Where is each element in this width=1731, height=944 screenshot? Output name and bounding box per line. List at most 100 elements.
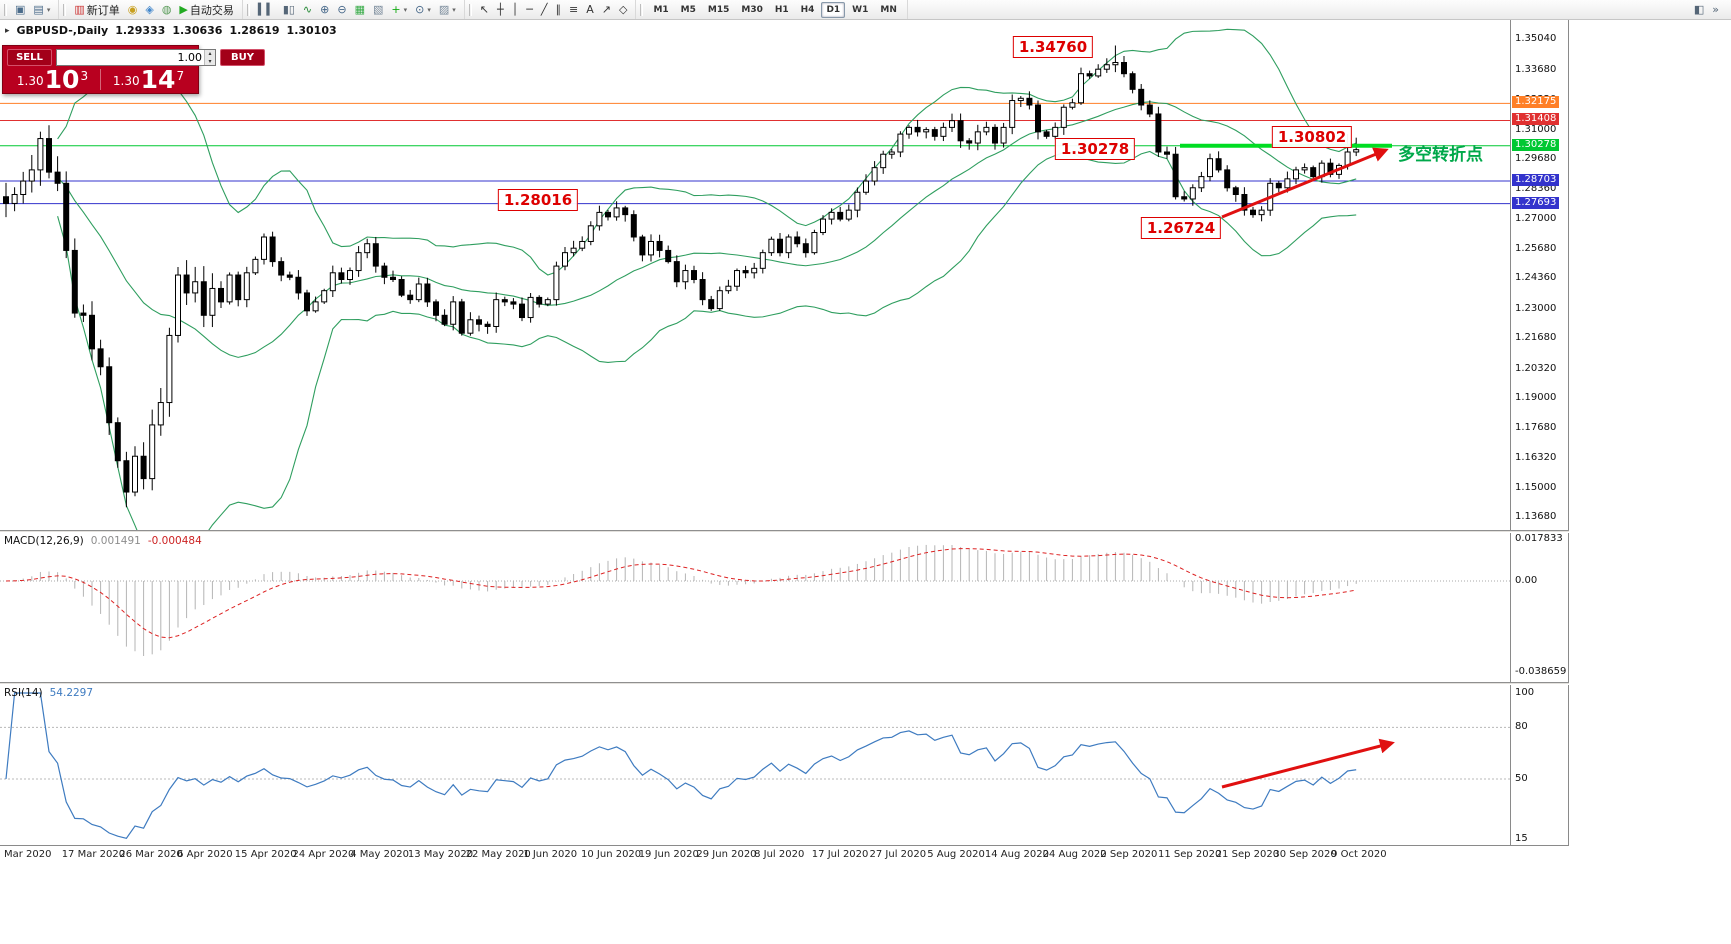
ohlc-low: 1.28619 — [229, 24, 280, 37]
horizontal-line-button[interactable]: ─ — [522, 2, 537, 18]
templates-button[interactable]: ▨ ▾ — [435, 2, 460, 18]
navigator-button[interactable]: ◍ — [158, 2, 176, 18]
tile-windows-icon: ▦ — [354, 3, 365, 16]
toolbar-more-button[interactable]: » — [1708, 2, 1723, 18]
sell-button[interactable]: SELL — [7, 49, 52, 66]
volume-increase-button[interactable]: ▴ — [204, 50, 215, 58]
data-window-button[interactable]: ◈ — [141, 2, 157, 18]
date-axis-label: Mar 2020 — [4, 849, 52, 860]
buy-price: 1.30 14 7 — [112, 65, 185, 94]
timeframe-button-mn[interactable]: MN — [880, 4, 897, 15]
price-scale-label: 1.35040 — [1515, 33, 1557, 45]
bar-chart-mode-button[interactable]: ▍▍ — [254, 2, 279, 18]
timeframe-button-m1[interactable]: M1 — [653, 4, 669, 15]
price-scale-label: 1.27000 — [1515, 213, 1557, 225]
toolbar-group-timeframes: M1 M5 M15 M30 H1 H4 D1 W1 MN — [636, 0, 908, 19]
new-chart-button[interactable]: ▣ — [11, 2, 29, 18]
date-axis-label: 17 Mar 2020 — [61, 849, 126, 860]
chart-objects-layer: 1.34760 1.30278 1.30802 1.28016 1.26724 多空转折点 — [0, 20, 1510, 530]
rsi-scale-label: 100 — [1515, 687, 1535, 698]
date-axis-label: 26 Mar 2020 — [119, 849, 183, 860]
volume-field: ▴ ▾ — [56, 49, 216, 66]
timeframe-button-h4[interactable]: H4 — [800, 4, 815, 15]
horizontal-line-icon: ─ — [526, 3, 533, 16]
buy-button[interactable]: BUY — [220, 49, 265, 66]
price-callout[interactable]: 1.34760 — [1012, 36, 1094, 58]
auto-trading-button[interactable]: ▶ 自动交易 — [175, 2, 237, 18]
rsi-indicator-panel[interactable] — [0, 685, 1510, 845]
vertical-line-button[interactable]: │ — [508, 2, 523, 18]
chart-profiles-icon: ▤ — [33, 3, 44, 16]
chart-profiles-button[interactable]: ▤ ▾ — [29, 2, 54, 18]
toolbar-grip — [468, 3, 472, 16]
macd-indicator-panel[interactable] — [0, 533, 1510, 682]
price-callout[interactable]: 1.26724 — [1140, 217, 1222, 239]
rsi-scale-label: 15 — [1515, 833, 1528, 845]
price-chart[interactable] — [0, 20, 1510, 530]
text-label-button[interactable]: A — [582, 2, 598, 18]
date-axis-label: 11 Sep 2020 — [1158, 849, 1222, 860]
panel-separator[interactable] — [0, 530, 1569, 533]
price-tag: 1.28703 — [1512, 174, 1560, 186]
date-axis-label: 9 Oct 2020 — [1331, 849, 1387, 860]
timeframe-button-d1[interactable]: D1 — [821, 1, 846, 18]
text-annotation[interactable]: 多空转折点 — [1398, 145, 1483, 165]
volume-input[interactable] — [57, 50, 204, 65]
price-scale-label: 1.24360 — [1515, 272, 1557, 284]
toolbar-group-trade: ▥ 新订单 ◉ ◈ ◍ ▶ 自动交易 — [59, 0, 243, 19]
symbol-marker-icon: ▸ — [5, 25, 10, 36]
price-callout[interactable]: 1.30802 — [1271, 126, 1353, 148]
ohlc-close: 1.30103 — [286, 24, 337, 37]
price-scale-label: 1.19000 — [1515, 392, 1557, 404]
trade-panel-divider — [100, 69, 101, 90]
panel-separator[interactable] — [0, 682, 1569, 685]
cascade-windows-button[interactable]: ▧ — [369, 2, 387, 18]
cursor-button[interactable]: ↖ — [476, 2, 493, 18]
new-order-button[interactable]: ▥ 新订单 — [70, 2, 123, 18]
macd-main-value: 0.001491 — [90, 535, 141, 547]
equidistant-channel-button[interactable]: ∥ — [552, 2, 566, 18]
rsi-trend-arrow[interactable] — [1221, 738, 1395, 789]
price-axis[interactable]: 1.350401.336801.323201.310001.296801.283… — [1510, 20, 1568, 862]
timeframe-button-h1[interactable]: H1 — [774, 4, 789, 15]
timeframe-button-m5[interactable]: M5 — [680, 4, 696, 15]
text-label-icon: A — [586, 3, 594, 16]
dropdown-caret-icon: ▾ — [403, 5, 408, 14]
rsi-scale-label: 80 — [1515, 721, 1528, 733]
market-watch-button[interactable]: ◉ — [124, 2, 142, 18]
cursor-icon: ↖ — [479, 3, 489, 16]
timeframe-button-m15[interactable]: M15 — [707, 4, 730, 15]
arrow-object-button[interactable]: ↗ — [598, 2, 615, 18]
periods-button[interactable]: ⊙ ▾ — [411, 2, 435, 18]
trend-arrow[interactable] — [1221, 147, 1389, 219]
chart-shift-button[interactable]: ◧ — [1690, 2, 1708, 18]
indicators-button[interactable]: + ▾ — [387, 2, 411, 18]
zoom-in-button[interactable]: ⊕ — [316, 2, 333, 18]
vertical-line-icon: │ — [511, 3, 519, 16]
trendline-button[interactable]: ╱ — [537, 2, 552, 18]
tile-windows-button[interactable]: ▦ — [351, 2, 369, 18]
time-axis[interactable]: Mar 2020 17 Mar 2020 26 Mar 2020 6 Apr 2020… — [0, 845, 1569, 863]
new-chart-icon: ▣ — [15, 3, 26, 16]
shapes-button[interactable]: ◇ — [615, 2, 631, 18]
line-chart-mode-button[interactable]: ∿ — [299, 2, 316, 18]
fibonacci-retracement-button[interactable]: ≡ — [565, 2, 582, 18]
toolbar-grip — [640, 3, 644, 16]
price-callout[interactable]: 1.30278 — [1054, 138, 1136, 160]
date-axis-label: 4 May 2020 — [350, 849, 410, 860]
volume-decrease-button[interactable]: ▾ — [204, 57, 215, 65]
crosshair-button[interactable]: ┼ — [493, 2, 508, 18]
date-axis-label: 14 Aug 2020 — [984, 849, 1049, 860]
timeframe-button-w1[interactable]: W1 — [852, 4, 869, 15]
zoom-out-button[interactable]: ⊖ — [333, 2, 350, 18]
price-callout[interactable]: 1.28016 — [497, 189, 579, 211]
candlestick-mode-button[interactable]: ▮▯ — [279, 2, 299, 18]
ohlc-high: 1.30636 — [172, 24, 223, 37]
date-axis-label: 22 May 2020 — [465, 849, 531, 860]
toolbar-group-chart-modes: ▍▍ ▮▯ ∿ ⊕ ⊖ ▦ ▧ + ▾ ⊙ ▾ ▨ ▾ — [243, 0, 465, 19]
date-axis-label: 21 Sep 2020 — [1215, 849, 1280, 860]
date-axis-label: 27 Jul 2020 — [869, 849, 927, 860]
timeframe-button-m30[interactable]: M30 — [741, 4, 763, 15]
price-scale-label: 1.20320 — [1515, 362, 1557, 374]
